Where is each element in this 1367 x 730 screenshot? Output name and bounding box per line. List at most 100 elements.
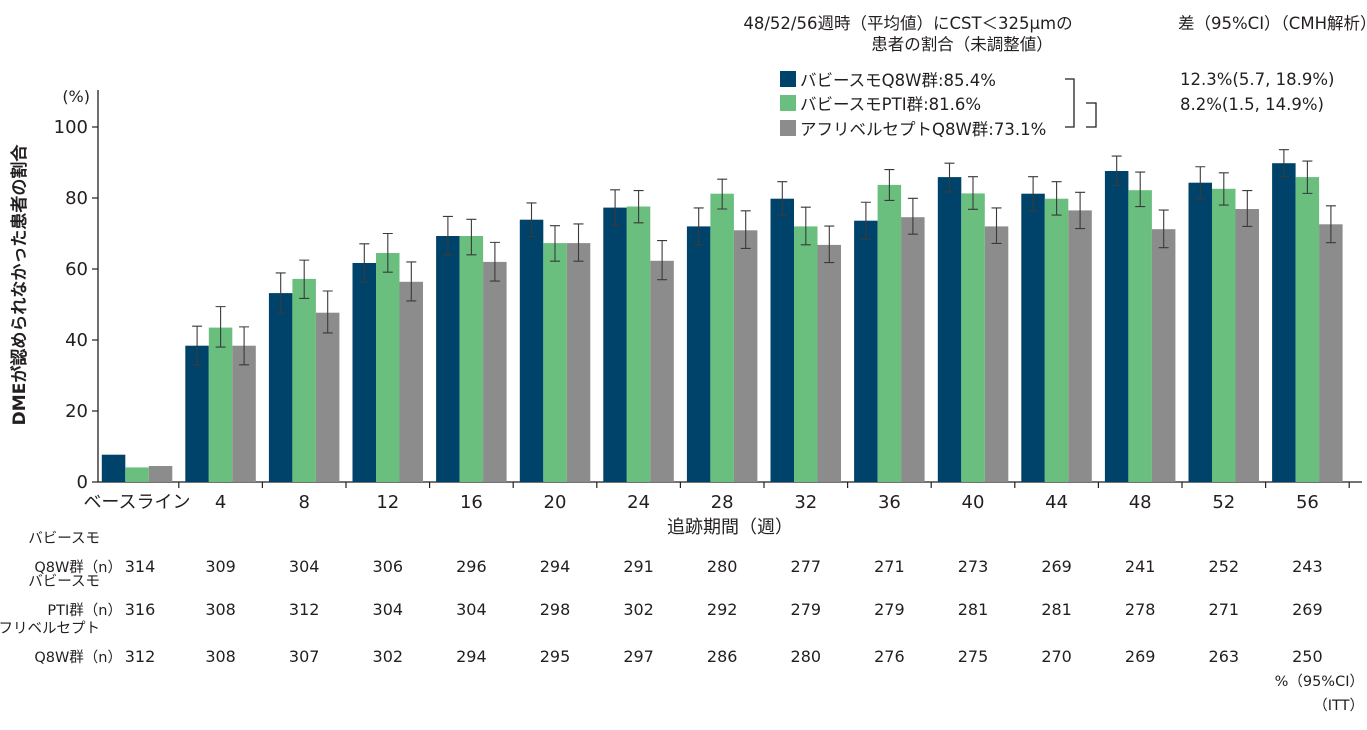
n-value: 306 — [373, 557, 404, 576]
y-axis-label: DMEが認められなかった患者の割合 — [9, 144, 30, 426]
x-tick-label: 40 — [962, 492, 985, 513]
n-value: 292 — [707, 600, 738, 619]
error-bar — [991, 207, 1002, 244]
x-tick-label: 28 — [711, 492, 734, 513]
bars — [101, 163, 1343, 483]
n-value: 302 — [623, 600, 654, 619]
bar — [1212, 188, 1236, 483]
y-tick-label: 100 — [54, 117, 88, 138]
bar — [185, 345, 209, 482]
bar — [794, 226, 818, 482]
y-ticks: 0 20 40 60 80 100 — [54, 117, 98, 493]
bar — [101, 454, 126, 482]
error-bar — [1218, 172, 1229, 206]
footnote-itt: （ITT） — [1313, 697, 1364, 714]
legend-label: アフリベルセプトQ8W群:73.1% — [800, 120, 1046, 139]
error-bar — [1158, 209, 1169, 249]
error-bar — [382, 232, 393, 273]
legend-title-line1: 48/52/56週時（平均値）にCST＜325μmの — [743, 14, 1072, 33]
bar — [315, 312, 340, 482]
bar — [1151, 229, 1176, 482]
error-bar — [359, 243, 370, 283]
bar — [626, 206, 651, 482]
n-value: 271 — [874, 557, 905, 576]
y-tick-label: 60 — [65, 259, 88, 280]
error-bar — [573, 223, 584, 262]
n-value: 280 — [791, 647, 822, 666]
legend-swatch — [780, 71, 796, 87]
bar — [603, 207, 627, 482]
y-tick-label: 40 — [65, 330, 88, 351]
error-bar — [406, 261, 417, 302]
n-value: 298 — [540, 600, 571, 619]
error-bar — [657, 240, 668, 281]
error-bar — [1278, 149, 1289, 178]
error-bar — [239, 326, 250, 366]
error-bar — [550, 225, 560, 262]
n-value: 312 — [125, 647, 156, 666]
n-row-label-line1: バビースモ — [28, 530, 100, 547]
n-row-label-line1: バビースモ — [28, 573, 100, 590]
n-value: 271 — [1209, 600, 1240, 619]
error-bar — [442, 215, 453, 256]
bar — [459, 236, 484, 482]
n-value: 316 — [125, 600, 156, 619]
y-tick-label: 80 — [65, 188, 88, 209]
n-value: 294 — [540, 557, 571, 576]
n-value: 295 — [540, 647, 571, 666]
n-row-label-line2: Q8W群（n） — [34, 559, 122, 576]
n-value: 297 — [623, 647, 654, 666]
y-tick-label: 0 — [77, 472, 88, 493]
legend-label: バビースモQ8W群:85.4% — [800, 71, 996, 90]
n-row-label-line1: アフリベルセプト — [0, 620, 100, 637]
error-bar — [1028, 176, 1039, 212]
error-bar — [740, 210, 751, 249]
error-bar — [322, 290, 333, 334]
bar — [984, 226, 1009, 482]
x-tick-label: 4 — [215, 492, 226, 513]
x-tick-label: 8 — [298, 492, 309, 513]
error-bar — [1302, 160, 1313, 194]
n-value: 281 — [958, 600, 989, 619]
bar — [1104, 171, 1129, 482]
error-bar — [633, 189, 644, 224]
bar — [1235, 209, 1259, 482]
n-value: 304 — [289, 557, 320, 576]
error-bar — [1111, 155, 1122, 187]
bar — [1068, 210, 1092, 482]
comparison-bracket-outer — [1065, 78, 1075, 128]
bar — [148, 466, 173, 482]
legend: バビースモQ8W群:85.4% バビースモPTI群:81.6% アフリベルセプトQ8… — [780, 71, 1046, 139]
n-value: 296 — [456, 557, 487, 576]
legend-swatch — [780, 120, 796, 136]
n-value: 302 — [373, 647, 404, 666]
bar — [817, 244, 841, 482]
x-tick-label: 48 — [1129, 492, 1152, 513]
error-bar — [717, 178, 728, 210]
error-bar — [192, 325, 203, 366]
error-bar — [860, 201, 871, 240]
n-value: 281 — [1041, 600, 1072, 619]
n-value: 263 — [1209, 647, 1240, 666]
x-ticks: ベースライン 4 8 12 16 20 24 28 32 36 40 44 48 52 56 — [83, 482, 1350, 513]
n-value: 308 — [205, 600, 236, 619]
n-value: 275 — [958, 647, 989, 666]
bar — [733, 230, 758, 482]
n-value: 307 — [289, 647, 320, 666]
x-tick-label: 20 — [544, 492, 567, 513]
n-value: 278 — [1125, 600, 1156, 619]
error-bar — [944, 162, 955, 193]
bar — [710, 193, 734, 482]
error-bar — [1195, 166, 1206, 200]
error-bars — [192, 149, 1336, 366]
n-value: 269 — [1292, 600, 1323, 619]
bar — [268, 293, 293, 482]
n-value: 308 — [205, 647, 236, 666]
n-value: 286 — [707, 647, 738, 666]
bar — [650, 260, 674, 482]
diff-title: 差（95%CI）（CMH解析） — [1178, 14, 1367, 33]
n-value: 309 — [205, 557, 236, 576]
bar — [1021, 193, 1045, 482]
bar — [232, 345, 256, 482]
